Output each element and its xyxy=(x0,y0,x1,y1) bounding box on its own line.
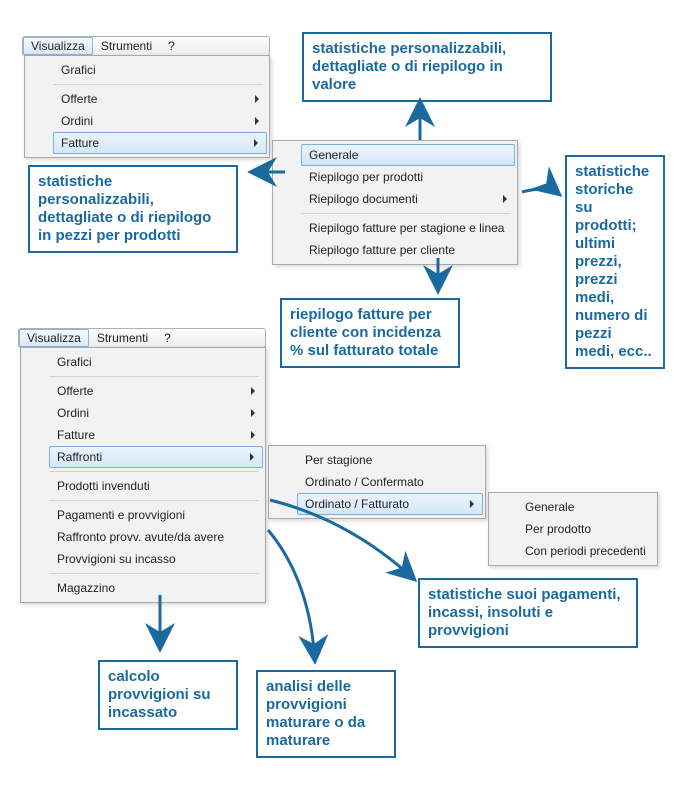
annotation-arrows xyxy=(0,0,674,800)
